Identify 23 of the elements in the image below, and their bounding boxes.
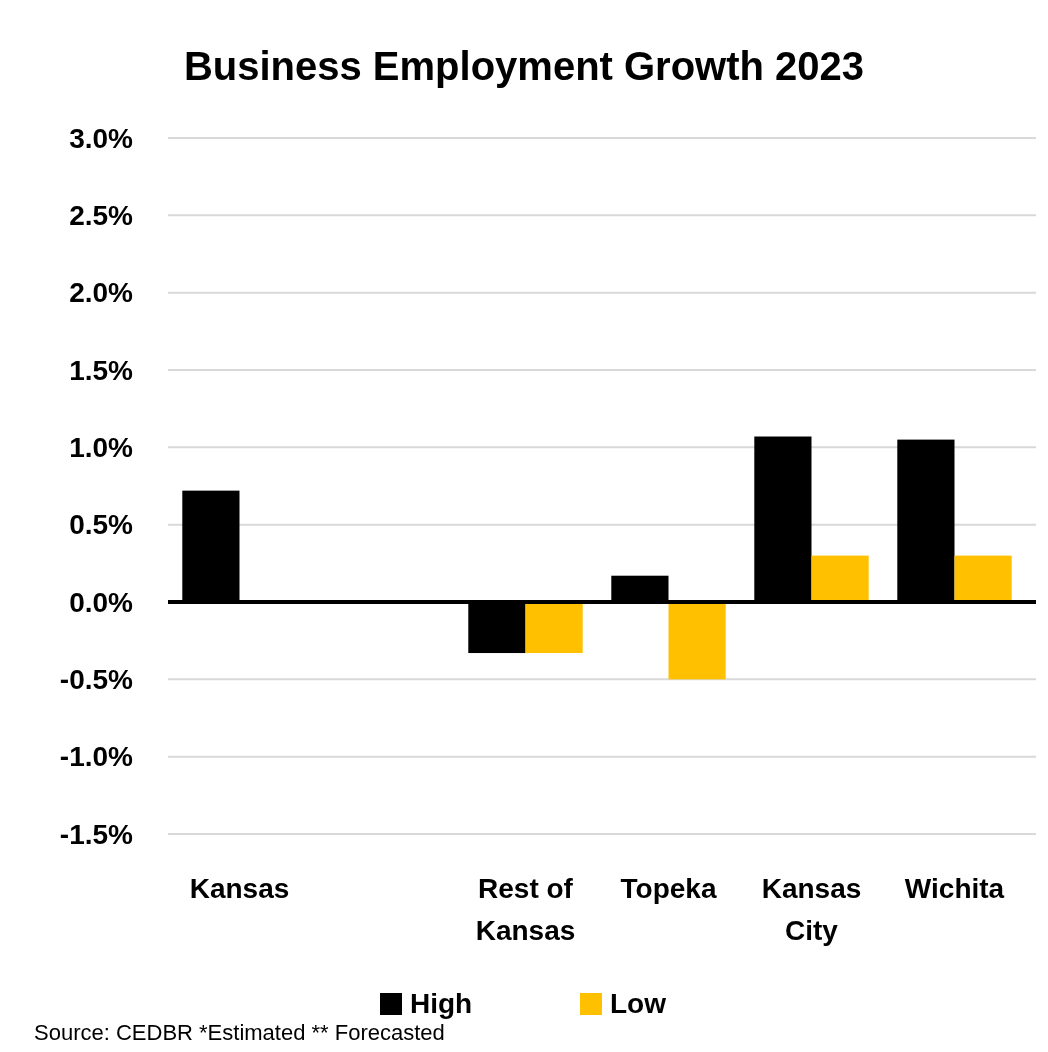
bar bbox=[954, 555, 1012, 602]
y-tick-label: 1.5% bbox=[69, 354, 134, 386]
x-tick-label: Kansas bbox=[189, 873, 290, 904]
chart-title: Business Employment Growth 2023 bbox=[183, 44, 865, 88]
y-tick-label: -1.0% bbox=[59, 741, 134, 773]
legend-label: High bbox=[410, 988, 473, 1019]
y-tick-label: 0.0% bbox=[69, 586, 134, 618]
bar bbox=[811, 555, 869, 602]
y-tick-label: 1.0% bbox=[69, 432, 134, 464]
x-tick-label: Wichita bbox=[904, 873, 1005, 904]
x-tick-label: Kansas City bbox=[761, 873, 862, 946]
y-tick-label: 3.0% bbox=[69, 122, 134, 154]
source-note: Source: CEDBR *Estimated ** Forecasted bbox=[34, 1020, 445, 1045]
y-tick-label: 2.5% bbox=[69, 200, 134, 232]
x-tick-label: Topeka bbox=[620, 873, 717, 904]
bar bbox=[668, 602, 726, 680]
y-tick-label: -1.5% bbox=[59, 818, 134, 850]
bar bbox=[525, 602, 583, 654]
y-tick-label: -0.5% bbox=[59, 664, 134, 696]
legend-label: Low bbox=[610, 988, 667, 1019]
y-tick-label: 2.0% bbox=[69, 277, 134, 309]
x-tick-label: Rest of Kansas bbox=[475, 873, 576, 946]
y-tick-label: 0.5% bbox=[69, 509, 134, 541]
